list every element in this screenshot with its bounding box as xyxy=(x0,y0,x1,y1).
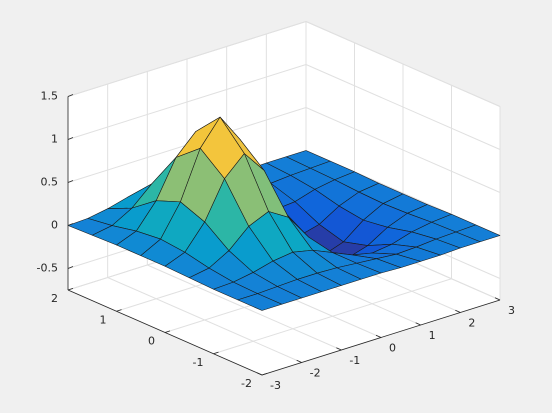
tick-mark xyxy=(261,373,268,376)
tick-mark xyxy=(455,309,461,313)
grid-line xyxy=(305,107,501,193)
surface-patch xyxy=(237,293,283,311)
tick-mark xyxy=(213,351,219,355)
tick-mark xyxy=(375,334,382,338)
z-tick-label: -0.5 xyxy=(37,262,58,275)
tick-mark xyxy=(116,309,122,312)
grid-line xyxy=(213,278,452,355)
box-edge xyxy=(67,21,307,97)
z-tick-label: 0.5 xyxy=(41,176,59,189)
z-tick-label: 1 xyxy=(51,133,58,146)
x-tick-label: -1 xyxy=(349,354,360,367)
tick-mark xyxy=(67,288,74,291)
tick-mark xyxy=(494,297,501,301)
tick-mark xyxy=(296,359,302,363)
y-tick-label: -2 xyxy=(241,377,252,390)
tick-mark xyxy=(415,322,421,326)
z-tick-label: 1.5 xyxy=(41,90,59,103)
y-tick-label: -1 xyxy=(193,356,204,369)
y-tick-label: 2 xyxy=(51,292,58,305)
x-tick-label: 2 xyxy=(468,317,475,330)
x-tick-label: -2 xyxy=(310,367,321,380)
grid-line xyxy=(305,64,501,150)
tick-mark xyxy=(164,330,171,333)
tick-mark xyxy=(67,137,74,140)
tick-mark xyxy=(67,223,74,226)
x-tick-label: 3 xyxy=(508,304,515,317)
tick-mark xyxy=(67,94,74,97)
box-edge xyxy=(305,21,501,107)
y-tick-label: 1 xyxy=(100,313,107,326)
grid-line xyxy=(67,64,307,140)
tick-mark xyxy=(67,180,74,183)
x-tick-label: 1 xyxy=(429,329,436,342)
tick-mark xyxy=(336,347,342,351)
x-tick-label: -3 xyxy=(270,379,281,392)
z-tick-label: 0 xyxy=(51,219,58,232)
tick-mark xyxy=(67,266,74,269)
tick-mark xyxy=(256,372,263,376)
x-tick-label: 0 xyxy=(389,342,396,355)
y-tick-label: 0 xyxy=(148,335,155,348)
